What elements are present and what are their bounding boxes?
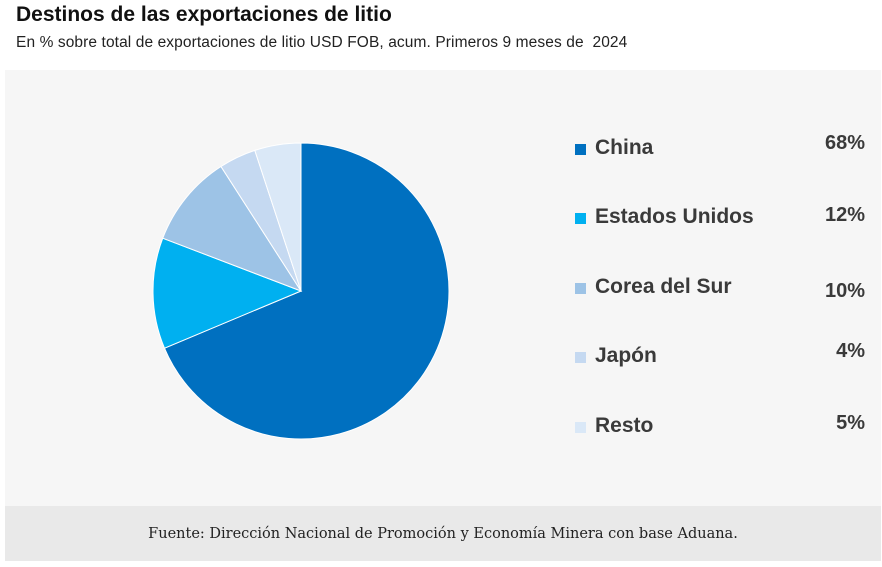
pie-slice-corea-del-sur — [162, 165, 303, 293]
value-label-corea-del-sur: 10% — [824, 280, 865, 302]
pie-slice-china — [163, 142, 450, 440]
value-label-china: 68% — [824, 132, 865, 154]
value-label-resto: 5% — [836, 412, 865, 434]
value-label-japon: 4% — [836, 340, 865, 362]
legend-label-japon: Japón — [595, 344, 657, 367]
legend-swatch-corea-del-sur — [575, 283, 586, 294]
pie-slice-resto — [254, 142, 302, 292]
legend-label-estados-unidos: Estados Unidos — [595, 205, 754, 228]
pie-slice-estados-unidos — [152, 237, 303, 349]
chart-panel: China 68% Estados Unidos 12% Corea del S… — [5, 70, 881, 506]
source-note: Fuente: Dirección Nacional de Promoción … — [5, 506, 881, 561]
legend-swatch-resto — [575, 422, 586, 433]
legend-swatch-estados-unidos — [575, 213, 586, 224]
legend-swatch-japon — [575, 352, 586, 363]
legend-swatch-china — [575, 144, 586, 155]
chart-subtitle: En % sobre total de exportaciones de lit… — [16, 34, 628, 51]
legend-label-corea-del-sur: Corea del Sur — [595, 275, 732, 298]
legend-label-china: China — [595, 136, 654, 159]
pie-chart — [152, 142, 450, 440]
value-label-estados-unidos: 12% — [824, 204, 865, 226]
chart-title: Destinos de las exportaciones de litio — [16, 3, 392, 26]
legend-label-resto: Resto — [595, 414, 654, 437]
